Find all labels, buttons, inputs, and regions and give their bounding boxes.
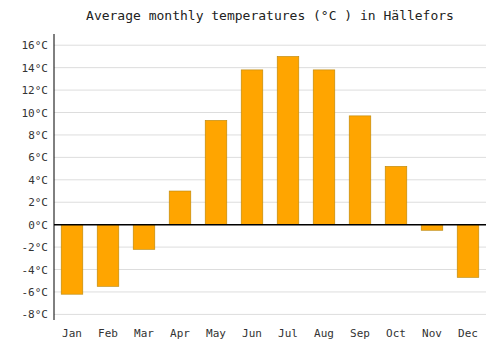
bar xyxy=(169,191,191,225)
y-tick-label: 6°C xyxy=(28,151,48,164)
bar xyxy=(97,225,119,287)
x-tick-label: Nov xyxy=(422,327,442,340)
x-tick-label: Apr xyxy=(170,327,190,340)
bar xyxy=(205,120,227,224)
grid-line xyxy=(54,45,486,46)
x-tick-label: Feb xyxy=(98,327,118,340)
x-tick-label: Jan xyxy=(62,327,82,340)
grid-line xyxy=(54,134,486,135)
x-tick-label: Oct xyxy=(386,327,406,340)
y-tick-label: 16°C xyxy=(22,39,49,52)
bar xyxy=(385,166,407,224)
grid-line xyxy=(54,90,486,91)
grid-line xyxy=(54,291,486,292)
y-tick-label: -4°C xyxy=(22,264,49,277)
grid-line xyxy=(54,112,486,113)
x-tick-label: Jul xyxy=(278,327,298,340)
grid-line xyxy=(54,179,486,180)
y-axis-line xyxy=(54,34,55,320)
x-tick-label: Aug xyxy=(314,327,334,340)
x-tick-label: May xyxy=(206,327,226,340)
y-tick-label: 14°C xyxy=(22,62,49,75)
y-ticks: -8°C -6°C -4°C -2°C 0°C 2°C 4°C 6°C 8°C 10°C 12°C 1… xyxy=(22,39,49,321)
bar xyxy=(277,56,299,224)
x-ticks: Jan Feb Mar Apr May Jun Jul Aug Sep Oct Nov Dec xyxy=(62,327,478,340)
y-tick-label: -2°C xyxy=(22,241,49,254)
y-tick-label: 12°C xyxy=(22,84,49,97)
grid xyxy=(54,45,486,314)
x-tick-label: Mar xyxy=(134,327,154,340)
x-tick-label: Jun xyxy=(242,327,262,340)
grid-line xyxy=(54,202,486,203)
bar xyxy=(61,225,83,295)
grid-line xyxy=(54,224,486,225)
chart-container: Average monthly temperatures (°C ) in Hä… xyxy=(0,0,500,350)
grid-line xyxy=(54,67,486,68)
x-tick-label: Dec xyxy=(458,327,478,340)
bar xyxy=(457,225,479,278)
chart: Average monthly temperatures (°C ) in Hä… xyxy=(0,0,500,350)
y-tick-label: 2°C xyxy=(28,196,48,209)
baseline xyxy=(54,224,486,226)
bars xyxy=(61,56,479,294)
y-tick-label: 0°C xyxy=(28,219,48,232)
y-tick-label: 4°C xyxy=(28,174,48,187)
grid-line xyxy=(54,314,486,315)
bar xyxy=(133,225,155,250)
title: Average monthly temperatures (°C ) in Hä… xyxy=(86,8,454,23)
bar xyxy=(241,70,263,225)
y-tick-label: 10°C xyxy=(22,107,49,120)
bar xyxy=(349,116,371,225)
bar xyxy=(313,70,335,225)
y-tick-label: 8°C xyxy=(28,129,48,142)
grid-line xyxy=(54,157,486,158)
y-tick-label: -8°C xyxy=(22,308,49,321)
x-tick-label: Sep xyxy=(350,327,370,340)
bar xyxy=(421,225,443,231)
y-tick-label: -6°C xyxy=(22,286,49,299)
